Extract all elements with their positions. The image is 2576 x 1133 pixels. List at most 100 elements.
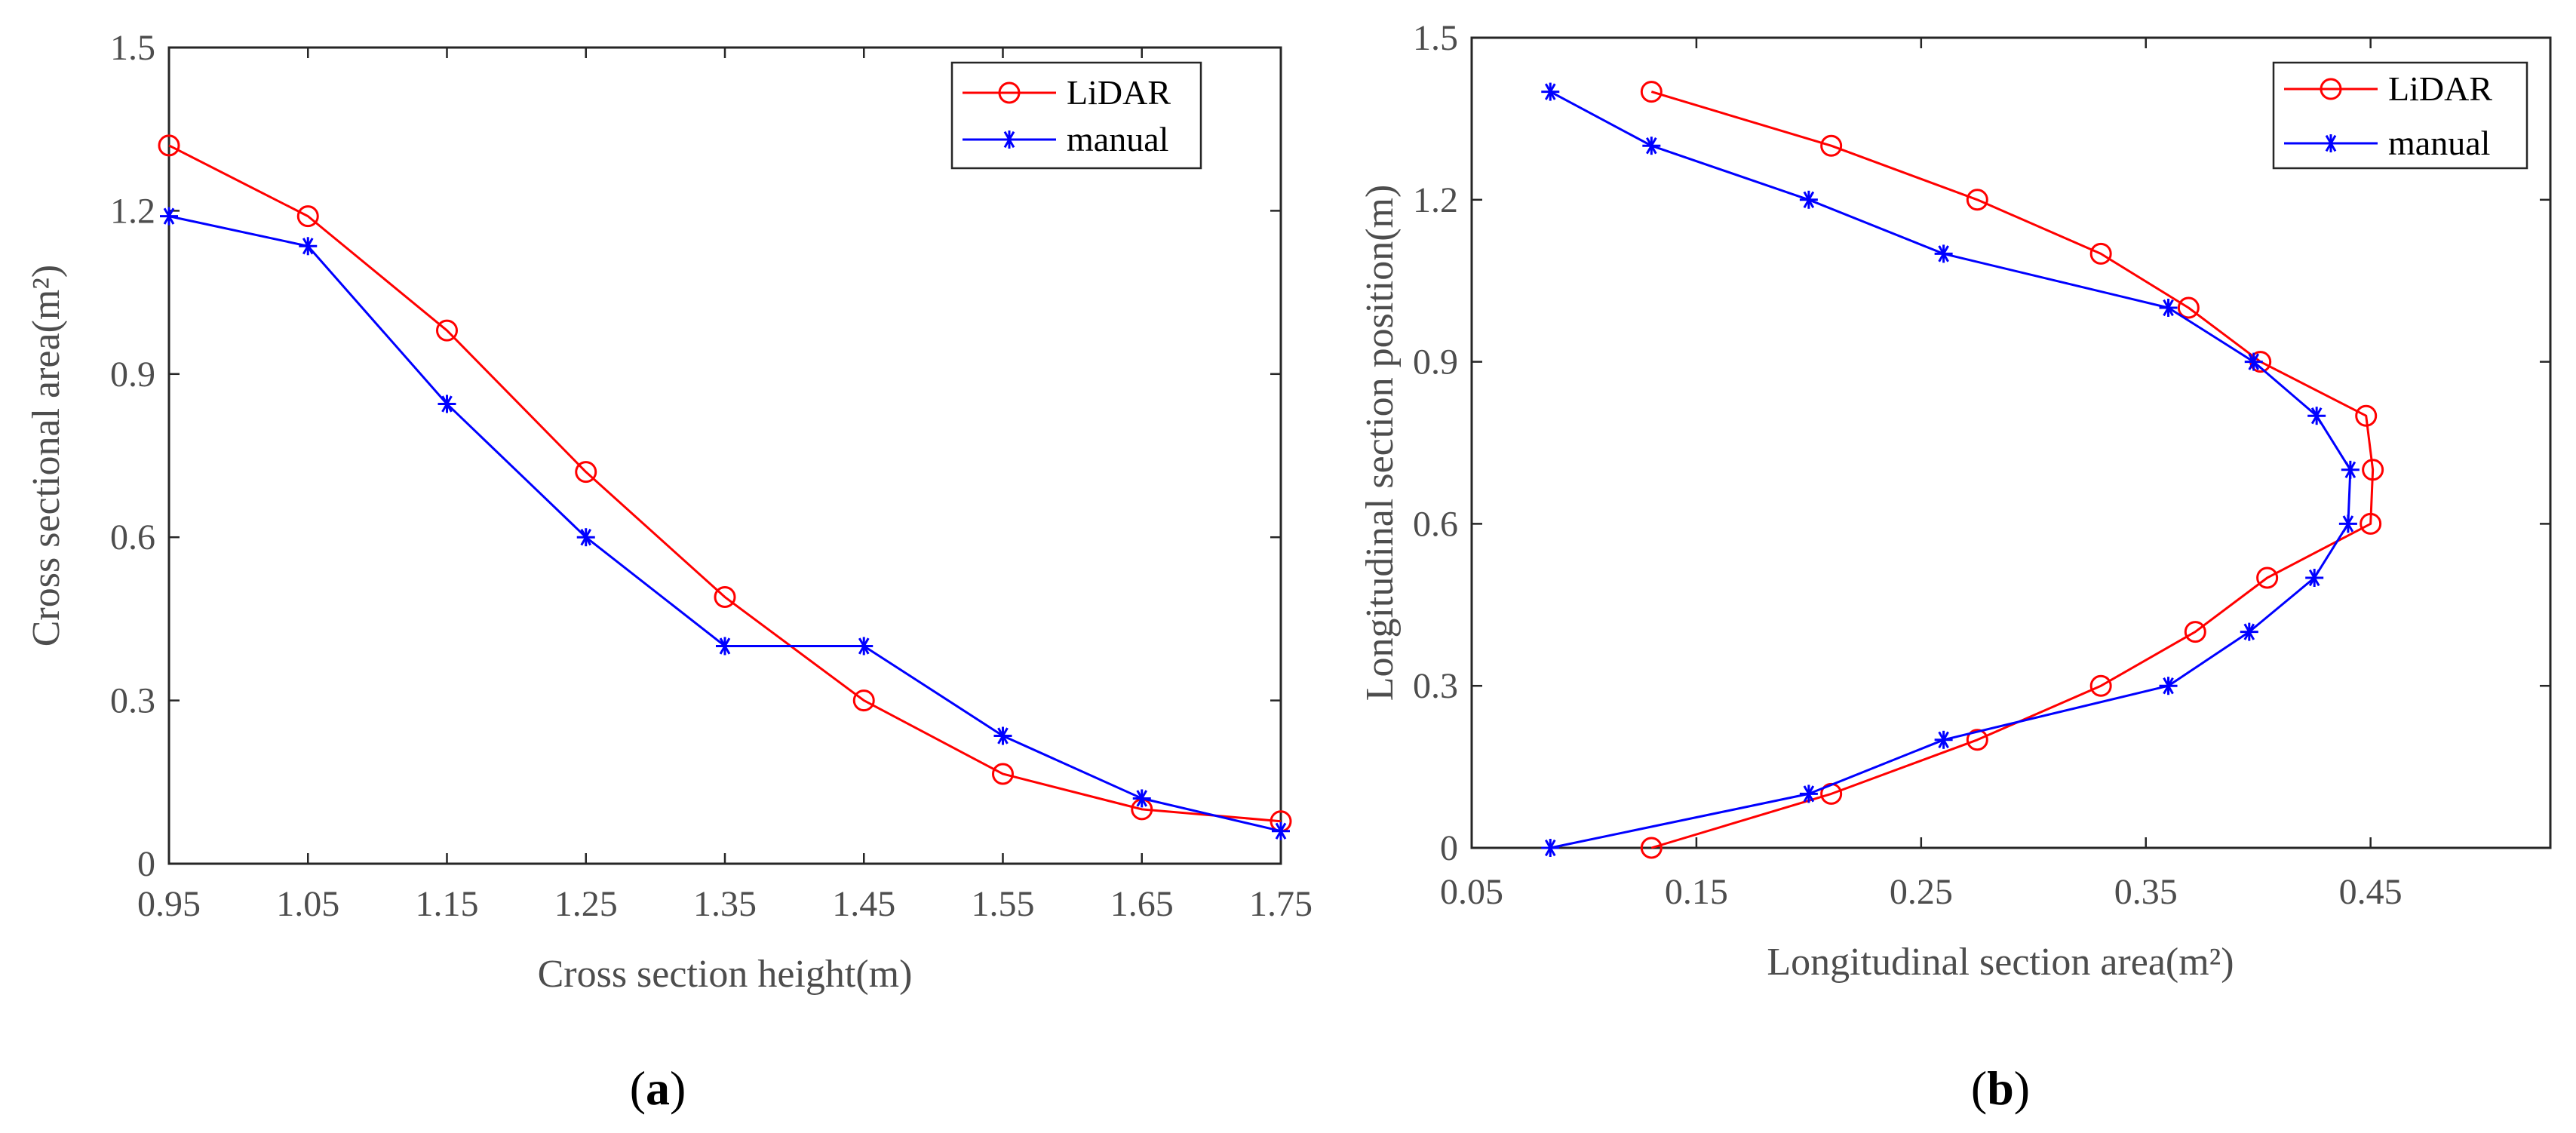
legend: LiDAR manual bbox=[950, 61, 1202, 170]
x-tick-labels: 0.05 0.15 0.25 0.35 0.45 bbox=[1440, 872, 2403, 912]
data-point-lidar bbox=[436, 319, 458, 342]
data-point-manual bbox=[1934, 244, 1953, 263]
data-point-lidar bbox=[1966, 729, 1988, 751]
y-tick-label: 0.3 bbox=[110, 681, 155, 721]
legend-marker-lidar bbox=[998, 81, 1021, 104]
series-layer bbox=[158, 134, 1292, 840]
data-point-lidar bbox=[2256, 566, 2279, 589]
data-point-lidar bbox=[2362, 459, 2384, 481]
y-tick-label: 0 bbox=[1440, 828, 1458, 868]
panel-letter-a: a bbox=[646, 1061, 670, 1115]
data-point-manual bbox=[1799, 785, 1818, 803]
legend-marker-manual bbox=[1000, 130, 1018, 149]
y-tick-label: 0 bbox=[137, 844, 155, 884]
data-point-manual bbox=[160, 207, 178, 226]
x-tick-label: 0.15 bbox=[1665, 872, 1728, 912]
data-point-manual bbox=[299, 237, 318, 256]
y-tick-label: 0.6 bbox=[1413, 504, 1458, 544]
x-tick-label: 0.35 bbox=[2114, 872, 2178, 912]
x-axis-label: Cross section height(m) bbox=[538, 953, 913, 996]
plot-area-frame bbox=[167, 46, 1282, 865]
y-tick-labels: 0 0.3 0.6 0.9 1.2 1.5 bbox=[110, 28, 155, 884]
y-tick-label: 1.2 bbox=[110, 191, 155, 231]
y-tick-label: 0.3 bbox=[1413, 666, 1458, 706]
legend: LiDAR manual bbox=[2272, 61, 2528, 170]
x-tick-label: 1.15 bbox=[416, 884, 479, 924]
x-tick-label: 1.75 bbox=[1249, 884, 1313, 924]
y-tick-label: 0.9 bbox=[1413, 342, 1458, 382]
series-line-manual bbox=[168, 215, 1282, 833]
y-tick-label: 1.5 bbox=[1413, 18, 1458, 58]
data-point-lidar bbox=[1640, 81, 1663, 103]
x-tick-label: 1.25 bbox=[554, 884, 618, 924]
x-tick-label: 1.65 bbox=[1110, 884, 1174, 924]
x-axis-label: Longitudinal section area(m²) bbox=[1767, 941, 2234, 984]
data-point-manual bbox=[2307, 407, 2326, 425]
x-tick-label: 0.25 bbox=[1890, 872, 1953, 912]
data-point-lidar bbox=[1640, 837, 1663, 859]
tick-marks bbox=[1470, 36, 2550, 849]
x-tick-label: 1.45 bbox=[832, 884, 895, 924]
data-point-manual bbox=[2240, 622, 2258, 641]
data-point-lidar bbox=[1820, 134, 1843, 157]
data-point-lidar bbox=[852, 689, 875, 712]
y-tick-label: 0.9 bbox=[110, 355, 155, 395]
chart-panel-b: 0.05 0.15 0.25 0.35 0.45 0 0.3 0.6 0.9 1.2 1.5 Lo… bbox=[1359, 18, 2552, 1115]
legend-box bbox=[950, 61, 1202, 170]
data-point-lidar bbox=[2355, 404, 2378, 427]
y-tick-label: 1.5 bbox=[110, 28, 155, 68]
data-point-manual bbox=[2338, 514, 2357, 533]
data-point-manual bbox=[1934, 730, 1953, 749]
y-axis-label: Cross sectional area(m²) bbox=[25, 265, 68, 647]
x-tick-labels: 0.95 1.05 1.15 1.25 1.35 1.45 1.55 1.65 1.75 bbox=[137, 884, 1313, 924]
data-point-manual bbox=[1272, 821, 1290, 840]
data-point-lidar bbox=[2360, 512, 2382, 535]
y-axis-label: Longitudinal section position(m) bbox=[1359, 185, 1402, 702]
data-point-manual bbox=[2159, 299, 2178, 317]
data-point-manual bbox=[993, 726, 1012, 745]
data-point-lidar bbox=[2177, 296, 2200, 319]
panel-letter-b: b bbox=[1987, 1061, 2014, 1115]
legend-marker-manual bbox=[2322, 134, 2340, 152]
data-point-lidar bbox=[158, 134, 180, 157]
panel-label-b: (b) bbox=[1971, 1061, 2030, 1115]
series-layer bbox=[1541, 81, 2384, 859]
data-point-lidar bbox=[575, 461, 597, 484]
legend-box bbox=[2272, 61, 2528, 170]
data-point-manual bbox=[1799, 190, 1818, 209]
plot-area-frame bbox=[1470, 36, 2552, 849]
legend-label-manual: manual bbox=[1067, 120, 1168, 158]
chart-panel-a: 0.95 1.05 1.15 1.25 1.35 1.45 1.55 1.65 1.75 00.… bbox=[25, 28, 1313, 1115]
data-point-lidar bbox=[714, 586, 736, 609]
y-tick-label: 0.6 bbox=[110, 517, 155, 557]
data-point-lidar bbox=[296, 205, 319, 228]
legend-label-lidar: LiDAR bbox=[2388, 69, 2492, 108]
data-point-manual bbox=[2244, 352, 2263, 371]
legend-label-manual: manual bbox=[2388, 124, 2490, 162]
data-point-manual bbox=[2341, 460, 2360, 479]
y-tick-label: 1.2 bbox=[1413, 180, 1458, 220]
data-point-lidar bbox=[2089, 242, 2112, 265]
x-tick-label: 0.95 bbox=[137, 884, 201, 924]
x-tick-label: 1.55 bbox=[972, 884, 1035, 924]
data-point-manual bbox=[716, 637, 734, 656]
data-point-lidar bbox=[992, 763, 1014, 785]
x-tick-label: 0.45 bbox=[2339, 872, 2403, 912]
x-tick-label: 1.35 bbox=[693, 884, 757, 924]
tick-marks bbox=[167, 46, 1282, 865]
data-point-manual bbox=[576, 528, 595, 547]
data-point-manual bbox=[1132, 789, 1151, 808]
x-tick-label: 1.05 bbox=[276, 884, 339, 924]
data-point-manual bbox=[438, 395, 456, 413]
data-point-manual bbox=[2305, 569, 2324, 587]
data-point-manual bbox=[855, 637, 874, 656]
series-line-manual bbox=[1549, 91, 2352, 849]
data-point-lidar bbox=[2184, 621, 2206, 643]
y-tick-labels: 0 0.3 0.6 0.9 1.2 1.5 bbox=[1413, 18, 1458, 868]
data-point-lidar bbox=[2089, 674, 2112, 697]
data-point-manual bbox=[2159, 677, 2178, 695]
data-point-manual bbox=[1541, 839, 1560, 857]
legend-marker-lidar bbox=[2320, 78, 2342, 100]
legend-label-lidar: LiDAR bbox=[1067, 73, 1171, 112]
